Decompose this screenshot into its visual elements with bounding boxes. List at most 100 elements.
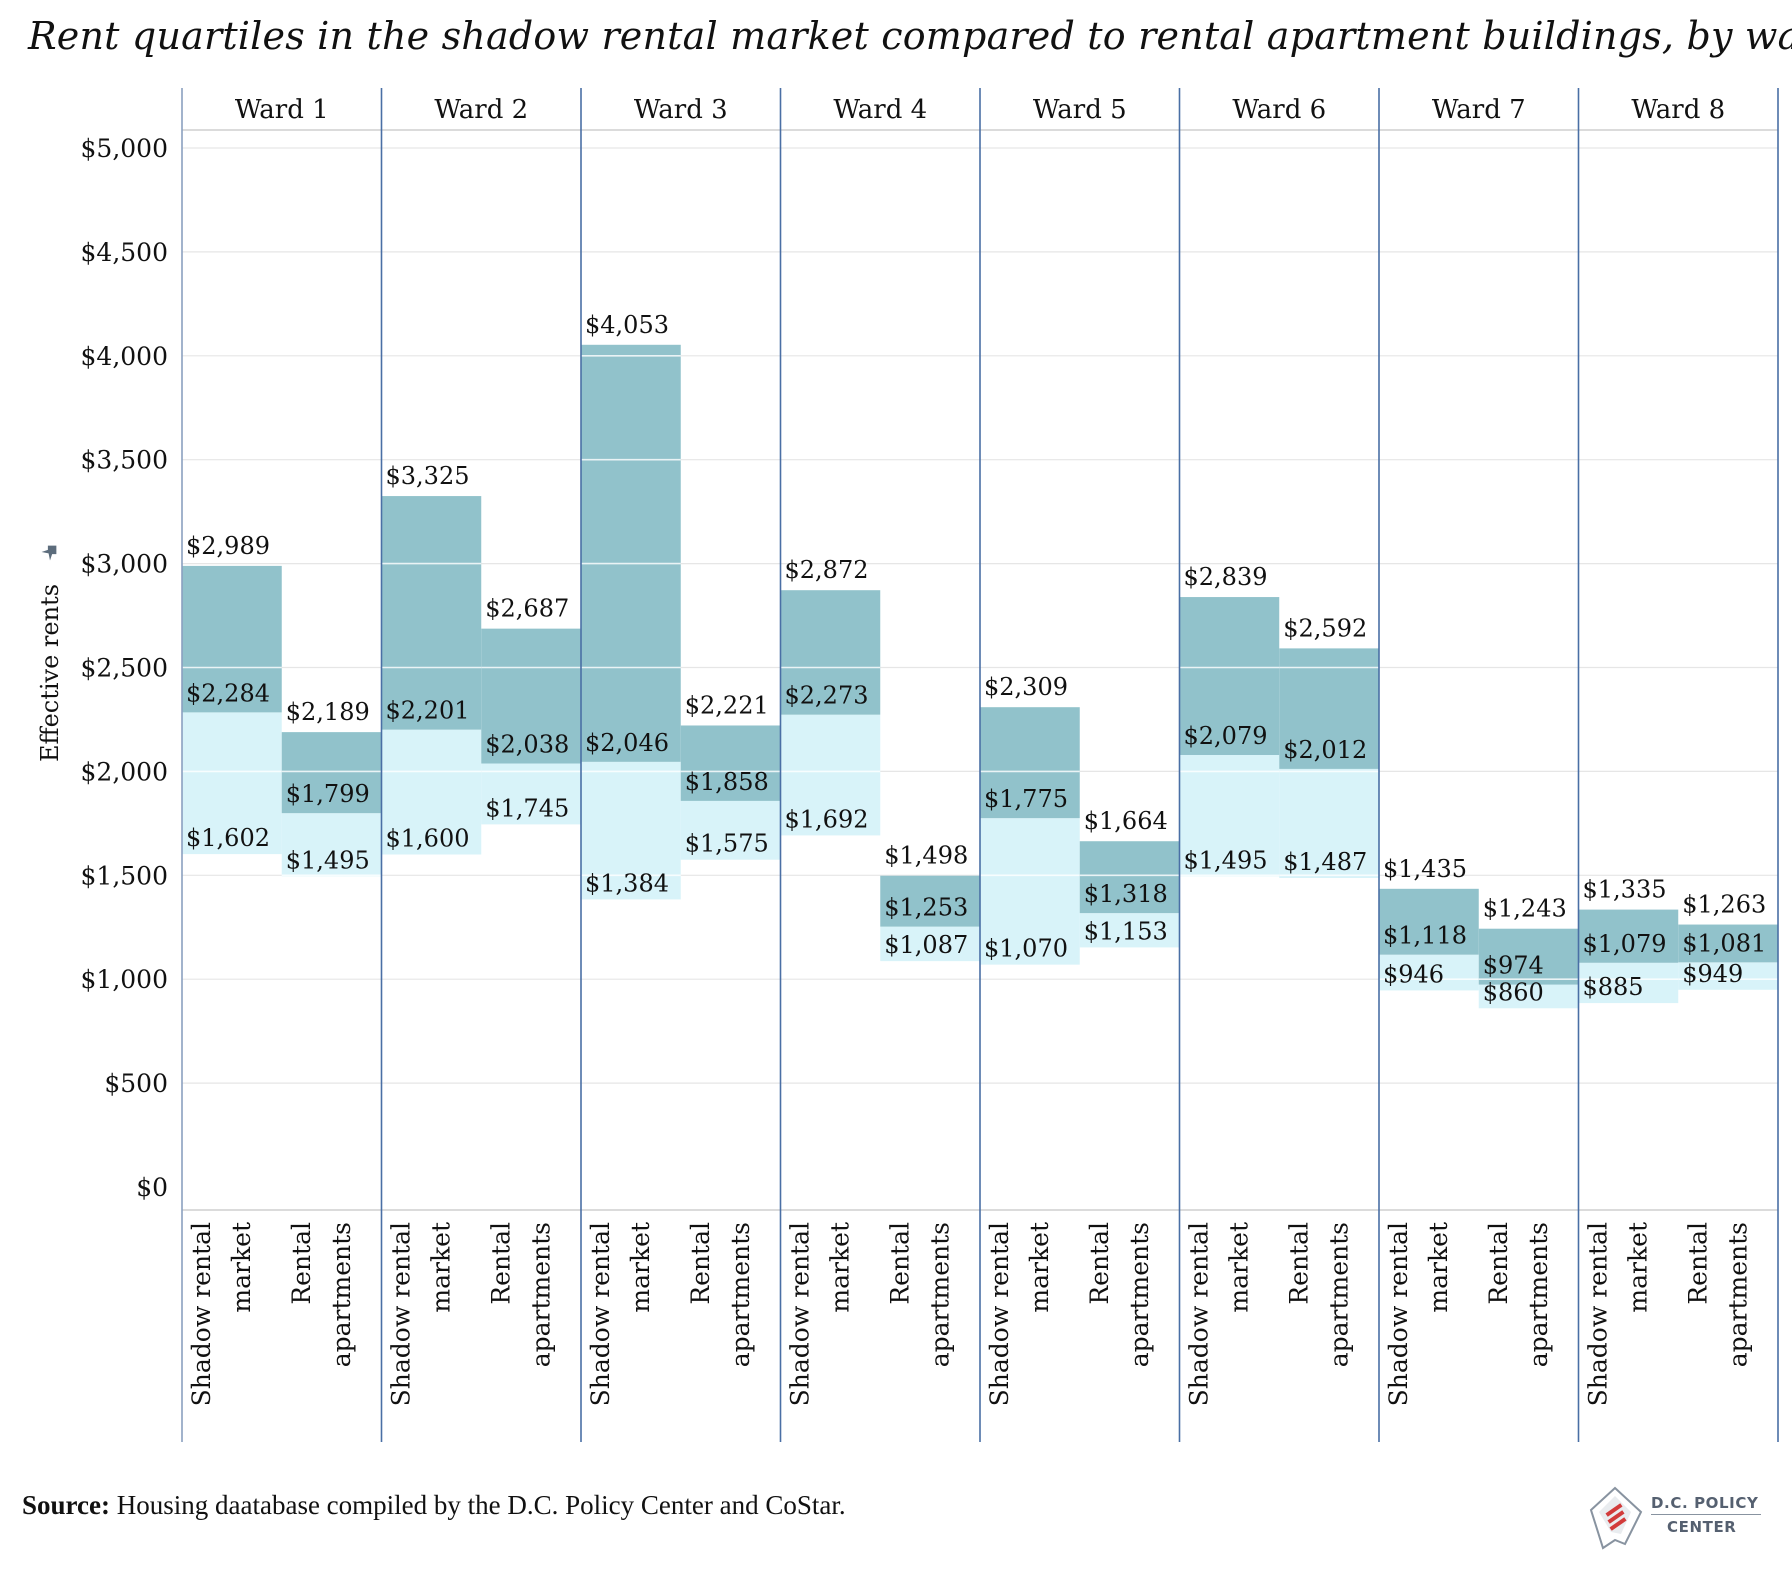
label-q3-w1-b2: $2,189 [286,698,370,726]
box-upper-w1-b2 [281,732,382,814]
box-lower-w8-b2 [1678,962,1778,990]
label-q1-w4-b2: $1,087 [884,931,968,959]
category-label-w3-b2-l2: apartments [726,1222,755,1367]
box-upper-w4-b1 [780,590,881,715]
source-note: Source: Housing daatabase compiled by th… [22,1490,846,1521]
category-label-w3-b2-l1: Rental [686,1222,715,1305]
box-upper-w3-b1 [581,344,681,762]
label-q3-w8-b1: $1,335 [1583,876,1667,904]
label-median-w6-b2: $2,012 [1283,736,1367,764]
category-label-w8-b2-l2: apartments [1723,1222,1752,1367]
label-q1-w8-b1: $885 [1583,973,1644,1001]
ward-header-6: Ward 6 [1232,95,1326,125]
source-text: Housing daatabase compiled by the D.C. P… [116,1490,846,1520]
label-q1-w2-b1: $1,600 [386,825,470,853]
box-upper-w5-b1 [980,707,1080,819]
category-label-w4-b1-l2: market [826,1222,855,1313]
label-q1-w1-b2: $1,495 [286,846,370,874]
label-q1-w3-b1: $1,384 [585,869,669,897]
box-lower-w7-b2 [1478,984,1579,1009]
label-median-w6-b1: $2,079 [1184,722,1268,750]
ward-header-1: Ward 1 [235,95,329,125]
category-label-w8-b1-l1: Shadow rental [1584,1222,1613,1406]
box-lower-w8-b1 [1578,962,1679,1004]
category-label-w8-b2-l1: Rental [1683,1222,1712,1305]
category-label-w1-b1-l2: market [227,1222,256,1313]
logo-line-1: D.C. POLICY [1651,1494,1759,1512]
category-label-w5-b2-l2: apartments [1125,1222,1154,1367]
label-q3-w3-b1: $4,053 [585,311,669,339]
label-q1-w7-b1: $946 [1383,960,1444,988]
label-q1-w5-b1: $1,070 [984,935,1068,963]
box-lower-w2-b2 [481,763,581,825]
logo-rule [1651,1514,1761,1515]
label-q1-w8-b2: $949 [1682,960,1743,988]
label-median-w3-b1: $2,046 [585,729,669,757]
box-upper-w4-b2 [880,875,980,927]
ward-header-5: Ward 5 [1033,95,1127,125]
category-label-w6-b1-l1: Shadow rental [1185,1222,1214,1406]
ytick-label-4: $2,000 [81,757,168,786]
label-median-w2-b1: $2,201 [386,697,470,725]
label-q1-w5-b2: $1,153 [1084,917,1168,945]
box-upper-w2-b2 [481,628,581,764]
pin-icon [41,545,57,561]
box-upper-w5-b2 [1079,841,1180,914]
box-upper-w6-b1 [1179,597,1280,755]
y-axis-title: Effective rents [36,584,64,762]
label-q3-w4-b1: $2,872 [785,556,869,584]
box-upper-w8-b1 [1578,909,1679,963]
label-q1-w6-b2: $1,487 [1283,848,1367,876]
label-q3-w4-b2: $1,498 [884,842,968,870]
ytick-label-0: $0 [136,1173,168,1202]
ward-header-8: Ward 8 [1631,95,1725,125]
category-label-w1-b2-l1: Rental [287,1222,316,1305]
category-label-w3-b1-l2: market [626,1222,655,1313]
category-label-w6-b2-l1: Rental [1284,1222,1313,1305]
label-median-w1-b1: $2,284 [186,679,270,707]
category-label-w5-b1-l2: market [1025,1222,1054,1313]
ytick-label-9: $4,500 [81,238,168,267]
category-label-w7-b1-l1: Shadow rental [1384,1222,1413,1406]
label-q1-w3-b2: $1,575 [685,830,769,858]
box-lower-w1-b1 [182,712,282,855]
box-upper-w7-b2 [1478,928,1579,985]
category-label-w6-b2-l2: apartments [1324,1222,1353,1367]
label-median-w7-b1: $1,118 [1383,922,1467,950]
label-q3-w1-b1: $2,989 [186,532,270,560]
label-median-w8-b1: $1,079 [1583,930,1667,958]
box-lower-w3-b1 [581,761,681,900]
label-median-w4-b1: $2,273 [785,682,869,710]
label-q3-w7-b2: $1,243 [1483,895,1567,923]
ward-header-3: Ward 3 [634,95,728,125]
ytick-label-6: $3,000 [81,550,168,579]
category-label-w2-b1-l1: Shadow rental [387,1222,416,1406]
chart-title: Rent quartiles in the shadow rental mark… [28,14,1792,58]
label-median-w2-b2: $2,038 [485,731,569,759]
source-label: Source: [22,1490,110,1520]
label-median-w5-b2: $1,318 [1084,880,1168,908]
category-label-w4-b1-l1: Shadow rental [786,1222,815,1406]
box-upper-w3-b2 [680,725,781,801]
label-q3-w6-b1: $2,839 [1184,563,1268,591]
box-lower-w6-b2 [1279,768,1379,879]
category-label-w1-b1-l1: Shadow rental [187,1222,216,1406]
category-label-w3-b1-l1: Shadow rental [586,1222,615,1406]
logo-line-2: CENTER [1667,1518,1737,1536]
ward-header-7: Ward 7 [1432,95,1526,125]
dc-policy-center-logo: D.C. POLICY CENTER [1585,1480,1761,1558]
ward-header-4: Ward 4 [833,95,927,125]
box-upper-w7-b1 [1379,888,1479,955]
category-label-w5-b2-l1: Rental [1085,1222,1114,1305]
box-lower-w1-b2 [281,813,382,877]
label-median-w3-b2: $1,858 [685,768,769,796]
box-upper-w1-b1 [182,565,282,713]
label-q1-w2-b2: $1,745 [485,794,569,822]
label-median-w8-b2: $1,081 [1682,929,1766,957]
box-upper-w6-b2 [1279,648,1379,769]
category-label-w1-b2-l2: apartments [327,1222,356,1367]
label-q3-w6-b2: $2,592 [1283,614,1367,642]
category-label-w5-b1-l1: Shadow rental [985,1222,1014,1406]
ytick-label-5: $2,500 [81,654,168,683]
box-upper-w8-b2 [1678,924,1778,963]
